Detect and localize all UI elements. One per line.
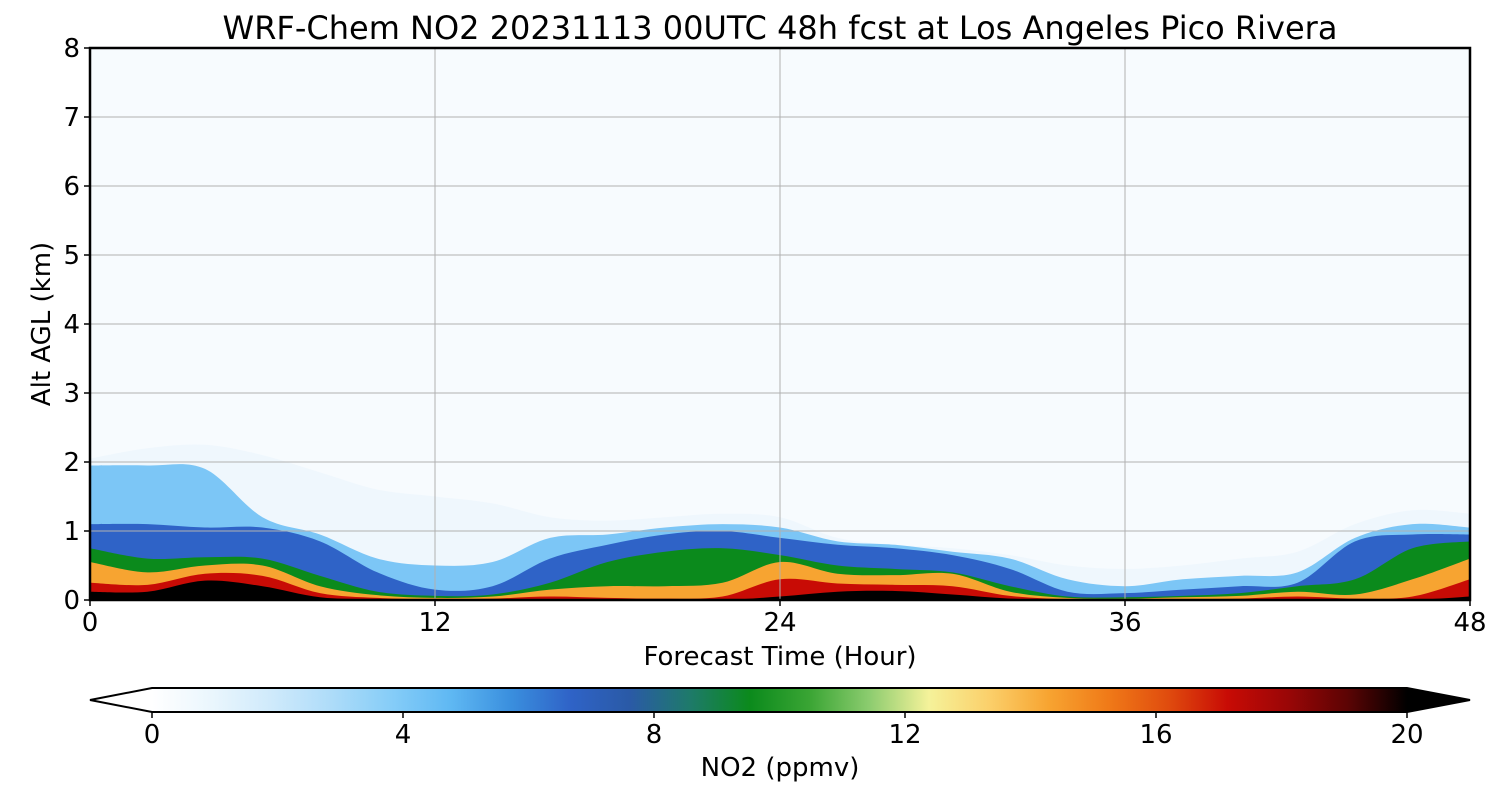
colorbar-tick-label: 0 <box>144 720 161 750</box>
x-tick-label: 36 <box>1108 608 1141 638</box>
colorbar-tick-label: 20 <box>1390 720 1423 750</box>
y-tick-label: 6 <box>63 172 80 202</box>
y-tick-label: 1 <box>63 517 80 547</box>
colorbar-body <box>152 688 1407 712</box>
y-tick-label: 8 <box>63 34 80 64</box>
colorbar-label: NO2 (ppmv) <box>701 753 860 783</box>
colorbar-tick-label: 4 <box>395 720 412 750</box>
y-tick-label: 0 <box>63 586 80 616</box>
x-axis-label: Forecast Time (Hour) <box>643 642 916 672</box>
x-tick-label: 24 <box>763 608 796 638</box>
y-tick-label: 5 <box>63 241 80 271</box>
colorbar-tick-label: 8 <box>646 720 663 750</box>
colorbar: 0 4 8 12 16 20 <box>89 687 1471 750</box>
x-tick-label: 0 <box>82 608 99 638</box>
colorbar-extend-max <box>1407 688 1470 712</box>
plot-area <box>88 46 1472 602</box>
x-axis-ticks: 0 12 24 36 48 <box>82 600 1487 638</box>
y-axis-label: Alt AGL (km) <box>27 242 57 406</box>
grid-lines <box>90 48 1470 600</box>
colorbar-tick-label: 16 <box>1139 720 1172 750</box>
colorbar-ticks: 0 4 8 12 16 20 <box>144 712 1424 750</box>
contour-band-above-18ppmv <box>90 580 1470 600</box>
x-tick-label: 12 <box>418 608 451 638</box>
y-tick-label: 7 <box>63 103 80 133</box>
y-axis-ticks: 0 1 2 3 4 5 6 7 8 <box>63 34 90 616</box>
chart-title: WRF-Chem NO2 20231113 00UTC 48h fcst at … <box>223 9 1338 47</box>
y-tick-label: 3 <box>63 379 80 409</box>
colorbar-tick-label: 12 <box>888 720 921 750</box>
y-tick-label: 2 <box>63 448 80 478</box>
x-tick-label: 48 <box>1453 608 1486 638</box>
colorbar-extend-min <box>90 688 152 712</box>
y-tick-label: 4 <box>63 310 80 340</box>
